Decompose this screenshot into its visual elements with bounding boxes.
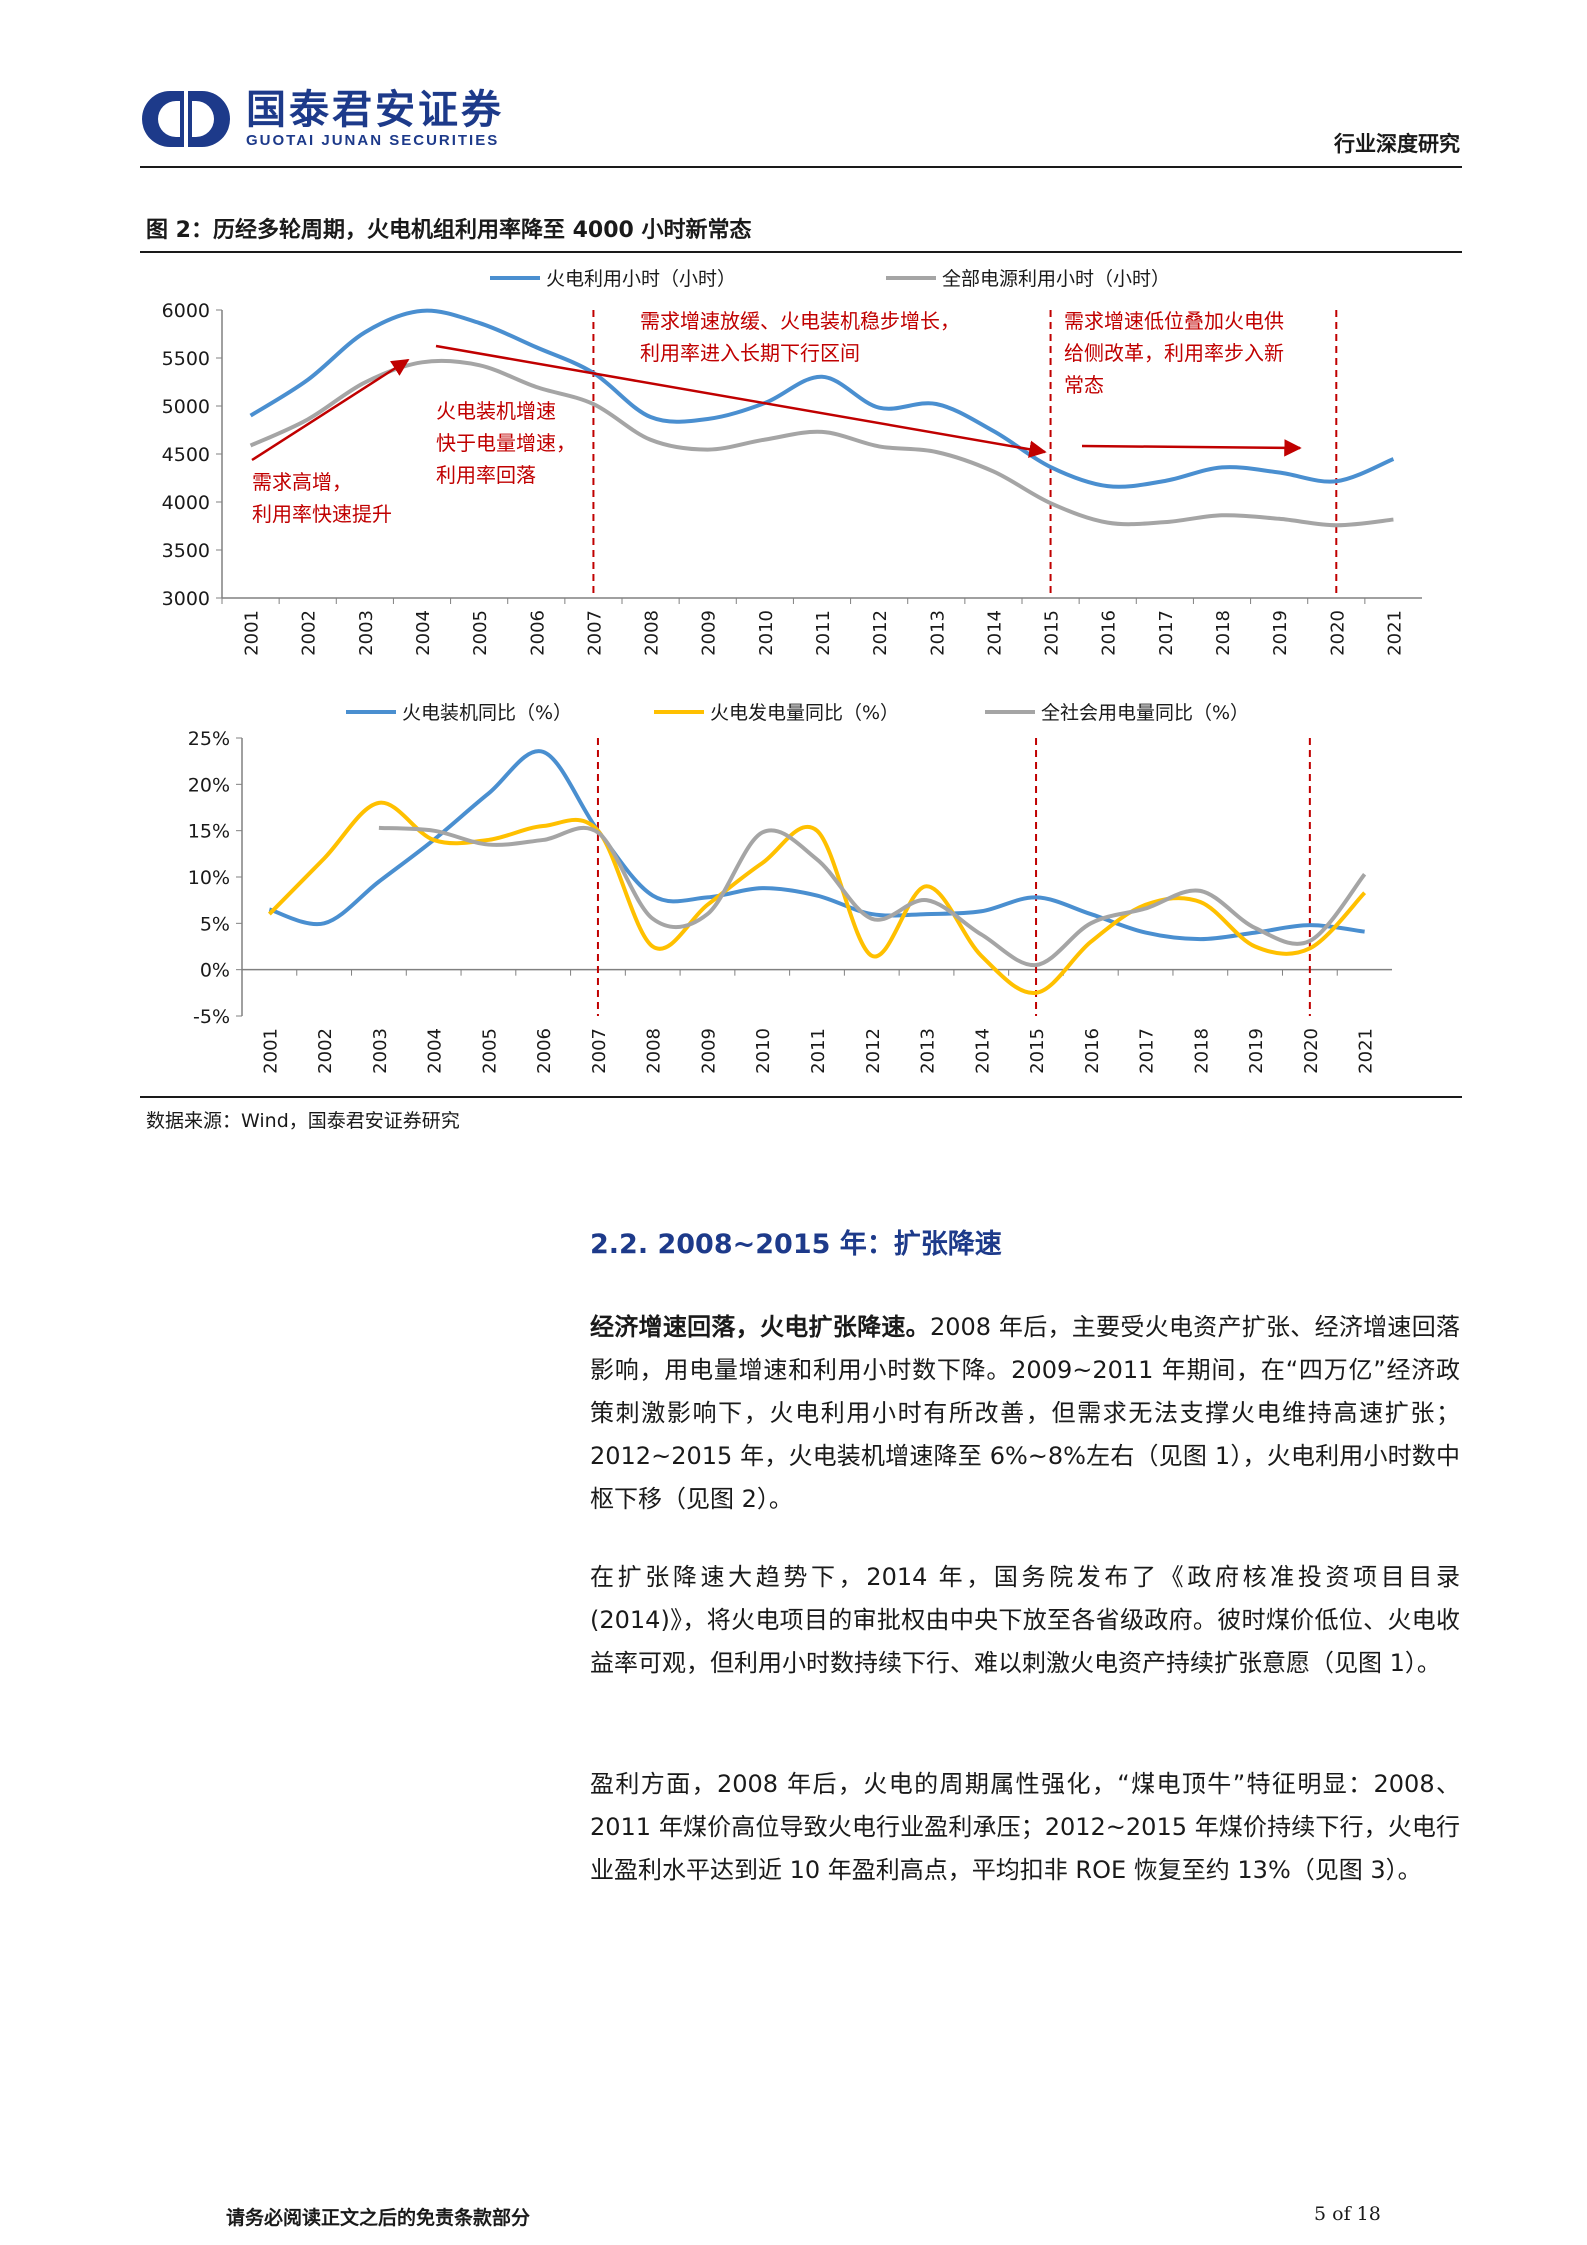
- figure-top-rule: [140, 251, 1462, 253]
- series-line-1: [249, 358, 1394, 528]
- annotation-text: 利用率进入长期下行区间: [640, 341, 860, 365]
- yoy-growth-chart: 火电装机同比（%） 火电发电量同比（%） 全社会用电量同比（%） -5% 0% 5% 10%…: [188, 702, 1392, 1074]
- figure-bottom-rule: [140, 1096, 1462, 1098]
- annotation-text: 利用率快速提升: [252, 502, 392, 526]
- paragraph-1-lead: 经济增速回落，火电扩张降速。: [590, 1313, 930, 1341]
- x-tick-label: 2021: [1384, 610, 1405, 656]
- x-tick-label: 2006: [534, 1028, 555, 1074]
- x-tick-label: 2018: [1191, 1028, 1212, 1074]
- x-tick-label: 2019: [1246, 1028, 1267, 1074]
- trend-arrow-1: [435, 344, 1047, 458]
- y-tick-label: 5500: [162, 348, 210, 370]
- legend-label-1: 火电发电量同比（%）: [710, 702, 899, 724]
- x-tick-label: 2020: [1301, 1028, 1322, 1074]
- section-heading: 2.2. 2008~2015 年：扩张降速: [590, 1229, 1002, 1260]
- x-tick-label: 2015: [1027, 1028, 1048, 1074]
- annotation-text: 利用率回落: [436, 463, 536, 487]
- legend-label-2: 全社会用电量同比（%）: [1041, 702, 1249, 724]
- x-tick-label: 2013: [918, 1028, 939, 1074]
- trend-arrow-2: [1081, 439, 1302, 457]
- x-tick-label: 2007: [584, 610, 605, 656]
- x-tick-label: 2008: [644, 1028, 665, 1074]
- x-tick-label: 2016: [1099, 610, 1120, 656]
- annotation-text: 火电装机增速: [436, 399, 556, 423]
- logo-emblem-icon: [142, 91, 230, 147]
- x-tick-label: 2004: [425, 1028, 446, 1074]
- y-tick-label: 5000: [162, 396, 210, 418]
- y-tick-label: 0%: [200, 960, 230, 982]
- logo-english-name: GUOTAI JUNAN SECURITIES: [246, 132, 500, 149]
- series-line-2: [378, 825, 1367, 968]
- legend-label-1: 全部电源利用小时（小时）: [942, 268, 1170, 290]
- legend-label-0: 火电利用小时（小时）: [546, 268, 736, 290]
- x-tick-label: 2002: [315, 1028, 336, 1074]
- paragraph-3: 盈利方面，2008 年后，火电的周期属性强化，“煤电顶牛”特征明显：2008、2…: [590, 1770, 1460, 1884]
- annotation-text: 给侧改革，利用率步入新: [1064, 341, 1284, 365]
- y-tick-label: 10%: [188, 867, 230, 889]
- x-tick-label: 2001: [242, 610, 263, 656]
- x-tick-label: 2019: [1270, 610, 1291, 656]
- x-tick-label: 2009: [698, 1028, 719, 1074]
- x-tick-label: 2014: [972, 1028, 993, 1074]
- x-tick-label: 2020: [1327, 610, 1348, 656]
- x-tick-label: 2003: [356, 610, 377, 656]
- x-tick-label: 2002: [299, 610, 320, 656]
- y-tick-label: 15%: [188, 821, 230, 843]
- x-tick-label: 2008: [642, 610, 663, 656]
- annotation-text: 快于电量增速，: [436, 431, 576, 455]
- y-tick-label: 25%: [188, 728, 230, 750]
- x-tick-label: 2011: [813, 610, 834, 656]
- legend-label-0: 火电装机同比（%）: [402, 702, 572, 724]
- x-tick-label: 2011: [808, 1028, 829, 1074]
- y-tick-label: 3000: [162, 588, 210, 610]
- y-tick-label: 3500: [162, 540, 210, 562]
- x-tick-label: 2009: [699, 610, 720, 656]
- page-number: 5 of 18: [1314, 2203, 1381, 2225]
- paragraph-2: 在扩张降速大趋势下，2014 年，国务院发布了《政府核准投资项目目录(2014)…: [590, 1563, 1460, 1677]
- y-tick-label: 4500: [162, 444, 210, 466]
- y-tick-label: 5%: [200, 913, 230, 935]
- x-tick-label: 2013: [927, 610, 948, 656]
- x-tick-label: 2003: [370, 1028, 391, 1074]
- annotation-text: 需求增速放缓、火电装机稳步增长，: [640, 309, 960, 333]
- x-tick-label: 2012: [863, 1028, 884, 1074]
- x-tick-label: 2010: [753, 1028, 774, 1074]
- series-line-0: [268, 749, 1365, 942]
- figure-source: 数据来源：Wind，国泰君安证券研究: [146, 1110, 460, 1132]
- trend-arrow-0: [251, 358, 410, 462]
- x-tick-label: 2007: [589, 1028, 610, 1074]
- y-tick-label: 4000: [162, 492, 210, 514]
- report-type-label: 行业深度研究: [1334, 132, 1460, 156]
- x-tick-label: 2006: [527, 610, 548, 656]
- x-tick-label: 2021: [1356, 1028, 1377, 1074]
- company-logo: 国泰君安证券 GUOTAI JUNAN SECURITIES: [140, 88, 504, 150]
- annotation-text: 需求高增，: [252, 470, 352, 494]
- y-tick-label: -5%: [193, 1006, 230, 1028]
- header-divider: [140, 166, 1462, 168]
- page-header: 国泰君安证券 GUOTAI JUNAN SECURITIES 行业深度研究: [140, 88, 1460, 168]
- x-tick-label: 2005: [470, 610, 491, 656]
- x-tick-label: 2010: [756, 610, 777, 656]
- x-tick-label: 2017: [1137, 1028, 1158, 1074]
- x-tick-label: 2018: [1213, 610, 1234, 656]
- utilization-hours-chart: 火电利用小时（小时） 全部电源利用小时（小时） 3000 3500 4000 4500 50…: [162, 268, 1422, 656]
- figure-title: 图 2：历经多轮周期，火电机组利用率降至 4000 小时新常态: [146, 218, 752, 243]
- paragraph-1-body: 2008 年后，主要受火电资产扩张、经济增速回落影响，用电量增速和利用小时数下降…: [590, 1313, 1460, 1513]
- annotation-text: 需求增速低位叠加火电供: [1064, 309, 1284, 333]
- x-tick-label: 2016: [1082, 1028, 1103, 1074]
- y-tick-label: 20%: [188, 774, 230, 796]
- x-tick-label: 2005: [479, 1028, 500, 1074]
- x-tick-label: 2015: [1042, 610, 1063, 656]
- x-tick-label: 2001: [260, 1028, 281, 1074]
- x-tick-label: 2012: [870, 610, 891, 656]
- x-tick-label: 2014: [984, 610, 1005, 656]
- x-tick-label: 2004: [413, 610, 434, 656]
- paragraph-1: 经济增速回落，火电扩张降速。2008 年后，主要受火电资产扩张、经济增速回落影响…: [590, 1306, 1460, 1521]
- y-tick-label: 6000: [162, 300, 210, 322]
- series-line-0: [249, 308, 1395, 489]
- annotation-text: 常态: [1064, 373, 1104, 397]
- logo-chinese-name: 国泰君安证券: [246, 87, 504, 133]
- footer-disclaimer: 请务必阅读正文之后的免责条款部分: [226, 2207, 531, 2229]
- x-tick-label: 2017: [1156, 610, 1177, 656]
